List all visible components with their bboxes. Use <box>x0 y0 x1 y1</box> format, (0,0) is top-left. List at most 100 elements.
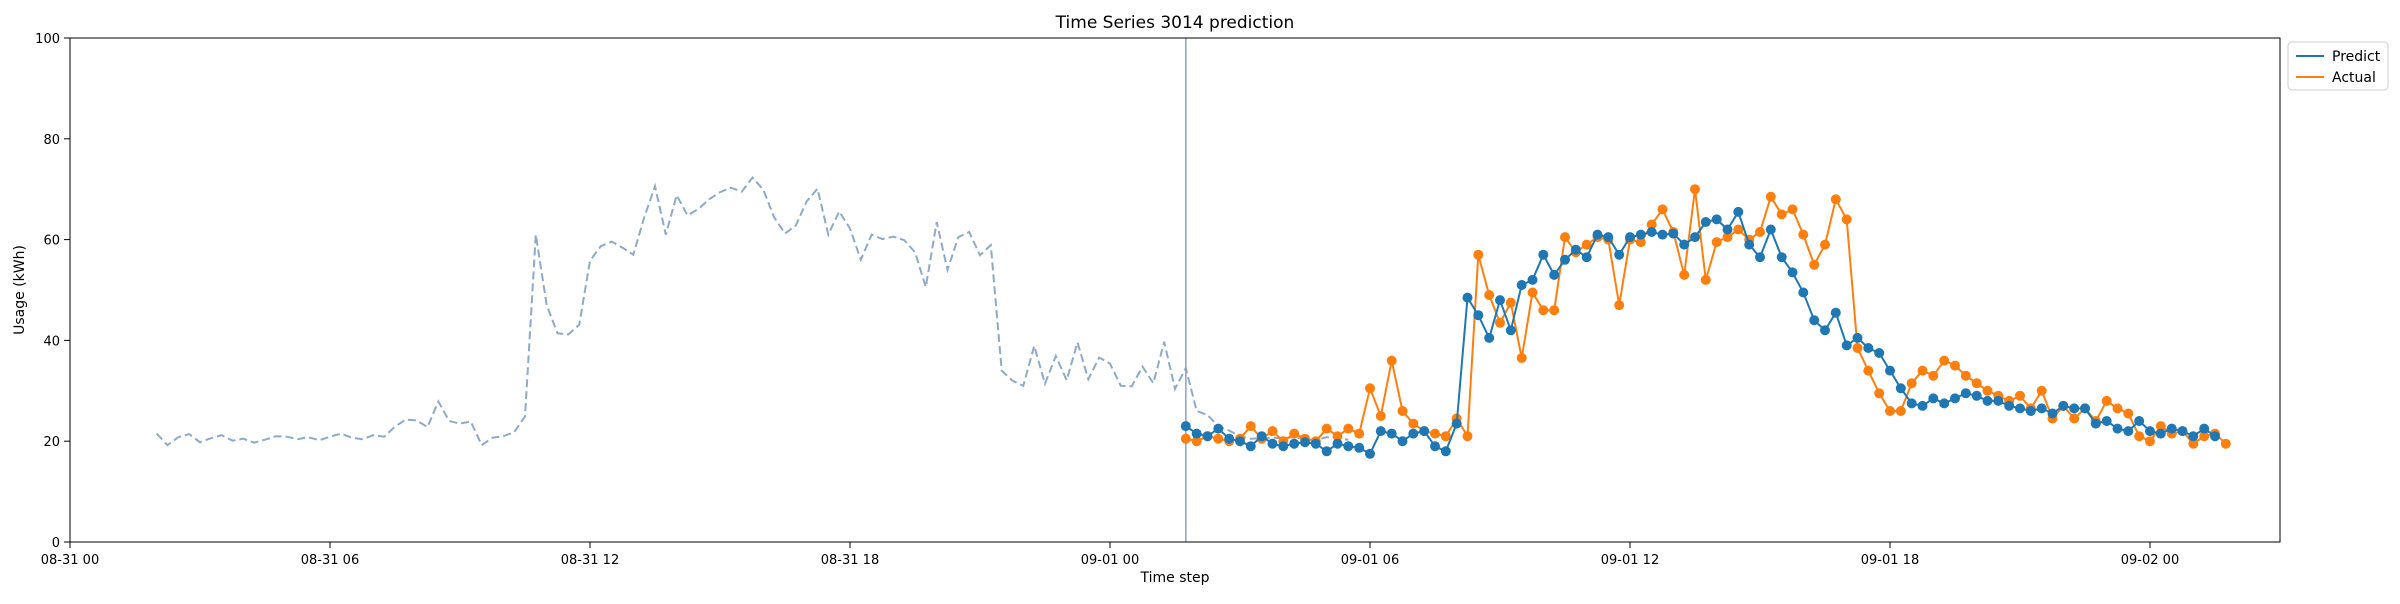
actual-point <box>1798 229 1809 240</box>
predict-point <box>1917 400 1928 411</box>
actual-point <box>1267 426 1278 437</box>
plot-area <box>155 38 2231 542</box>
predict-point <box>1495 295 1505 306</box>
actual-point <box>1505 297 1516 308</box>
predict-point <box>1960 388 1971 399</box>
predict-point <box>1657 229 1668 240</box>
predict-point <box>1982 395 1993 406</box>
predict-point <box>1939 398 1950 409</box>
predict-point <box>2069 403 2080 414</box>
actual-point <box>2101 395 2112 406</box>
x-tick-label: 08-31 12 <box>561 553 619 568</box>
actual-point <box>2134 431 2145 442</box>
predict-point <box>1408 428 1419 439</box>
actual-point <box>1939 355 1950 366</box>
actual-point <box>1809 259 1820 270</box>
predict-point <box>1235 436 1245 447</box>
predict-point <box>1310 438 1321 449</box>
predict-point <box>1614 249 1625 260</box>
predict-point <box>1581 252 1592 263</box>
actual-point <box>1906 378 1917 389</box>
actual-point <box>1679 269 1690 280</box>
actual-point <box>1874 388 1885 399</box>
actual-point <box>1950 360 1960 371</box>
predict-point <box>1484 332 1495 343</box>
legend-label-actual: Actual <box>2332 70 2376 86</box>
actual-point <box>1960 370 1971 381</box>
predict-point <box>1765 224 1776 235</box>
predict-point <box>2199 423 2210 434</box>
predict-point <box>1592 229 1603 240</box>
actual-point <box>1430 428 1440 439</box>
actual-point <box>1397 406 1408 416</box>
actual-point <box>1495 317 1505 328</box>
actual-point <box>1581 239 1592 250</box>
predict-point <box>1289 438 1300 449</box>
actual-point <box>1722 232 1733 243</box>
actual-point <box>1928 370 1939 381</box>
actual-point <box>2069 413 2080 424</box>
actual-point <box>1484 290 1495 300</box>
x-tick-label: 09-01 12 <box>1601 553 1659 568</box>
predict-point <box>1874 348 1885 358</box>
actual-point <box>1462 431 1473 442</box>
x-axis-label: Time step <box>1140 570 1210 586</box>
actual-point <box>1982 385 1993 396</box>
predict-point <box>1603 232 1614 243</box>
actual-point <box>1841 214 1852 225</box>
predict-point <box>2004 400 2015 411</box>
predict-point <box>1180 421 1191 432</box>
x-tick-label: 09-02 00 <box>2121 553 2179 568</box>
predict-point <box>1278 441 1289 452</box>
actual-point <box>1516 353 1527 363</box>
actual-point <box>1885 406 1895 416</box>
predict-point <box>1776 252 1787 263</box>
x-tick-label: 08-31 18 <box>821 553 879 568</box>
actual-point <box>1408 418 1419 429</box>
predict-point <box>1516 280 1527 290</box>
predict-point <box>1549 269 1560 280</box>
actual-point <box>1473 249 1484 260</box>
predict-point <box>2025 406 2036 416</box>
predict-point <box>2015 403 2025 414</box>
predict-point <box>1993 395 2004 406</box>
predict-point <box>2101 416 2112 426</box>
plot-frame <box>69 37 2281 543</box>
actual-point <box>1863 365 1874 376</box>
actual-point <box>1787 204 1798 215</box>
predict-point <box>1462 292 1473 303</box>
actual-point <box>1191 436 1202 447</box>
predict-point <box>1679 239 1690 250</box>
predict-point <box>1245 441 1256 452</box>
x-tick-label: 08-31 00 <box>41 553 99 568</box>
actual-point <box>1852 343 1863 353</box>
actual-point <box>1820 239 1830 250</box>
predict-point <box>1744 239 1755 250</box>
predict-point <box>2123 426 2134 437</box>
predict-point <box>1397 436 1408 447</box>
predict-point <box>1473 310 1484 321</box>
predict-point <box>1755 252 1765 263</box>
predict-point <box>1787 267 1798 278</box>
predict-point <box>2058 400 2069 411</box>
legend: Predict Actual <box>2287 41 2389 91</box>
predict-point <box>2090 418 2101 429</box>
actual-point <box>1700 274 1711 285</box>
actual-point <box>1765 191 1776 202</box>
predict-point <box>1570 244 1581 255</box>
actual-point <box>2188 438 2199 449</box>
predict-point <box>2047 408 2058 419</box>
predict-point <box>1202 431 1213 442</box>
actual-point <box>1365 383 1375 394</box>
actual-point <box>1386 355 1397 366</box>
predict-point <box>2177 426 2188 437</box>
predict-point <box>1527 274 1538 285</box>
predict-point <box>1213 423 1224 434</box>
actual-point <box>1375 411 1386 421</box>
actual-point <box>1332 431 1343 442</box>
predict-point <box>2210 431 2220 442</box>
predict-point <box>1386 428 1397 439</box>
predict-point <box>1809 315 1820 326</box>
predict-point <box>2134 416 2145 426</box>
actual-point <box>1213 433 1224 444</box>
